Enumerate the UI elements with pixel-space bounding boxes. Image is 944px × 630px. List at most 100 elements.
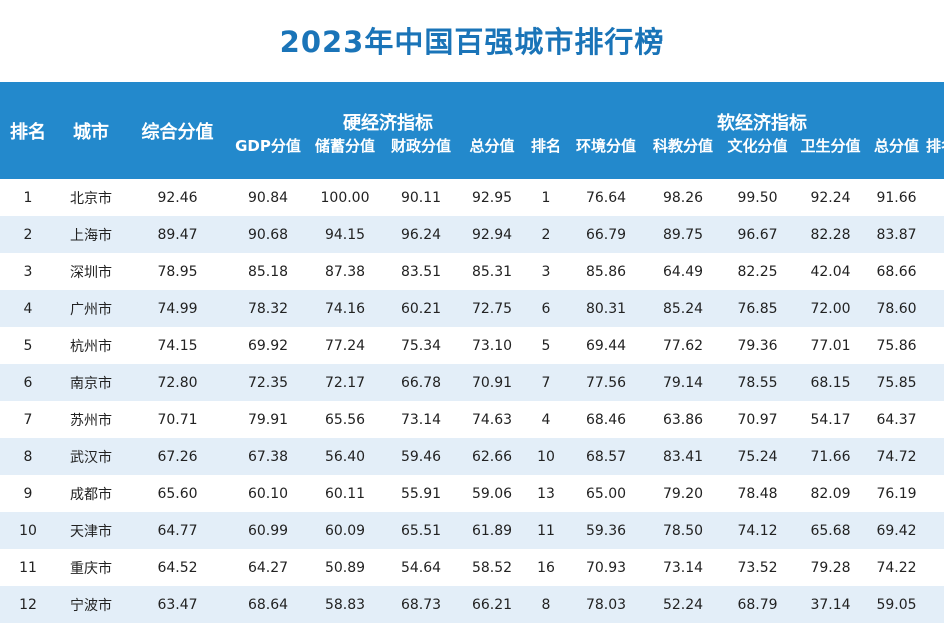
cell-savings: 74.16	[307, 290, 383, 327]
cell-fiscal: 68.73	[383, 586, 459, 623]
cell-rank: 12	[0, 586, 56, 623]
cell-soft-total: 68.66	[867, 253, 926, 290]
cell-education: 78.50	[645, 512, 721, 549]
header-culture-score[interactable]: 文化分值	[721, 135, 794, 179]
cell-hard-total: 59.06	[459, 475, 525, 512]
cell-gdp: 90.84	[229, 179, 307, 216]
table-row[interactable]: 8 武汉市 67.26 67.38 56.40 59.46 62.66 10 6…	[0, 438, 944, 475]
table-row[interactable]: 9 成都市 65.60 60.10 60.11 55.91 59.06 13 6…	[0, 475, 944, 512]
cell-environment: 70.93	[567, 549, 645, 586]
cell-rank: 10	[0, 512, 56, 549]
cell-environment: 77.56	[567, 364, 645, 401]
table-row[interactable]: 1 北京市 92.46 90.84 100.00 90.11 92.95 1 7…	[0, 179, 944, 216]
cell-rank: 6	[0, 364, 56, 401]
cell-overall: 78.95	[126, 253, 229, 290]
table-row[interactable]: 11 重庆市 64.52 64.27 50.89 54.64 58.52 16 …	[0, 549, 944, 586]
cell-city: 北京市	[56, 179, 126, 216]
cell-culture: 78.55	[721, 364, 794, 401]
header-soft-total[interactable]: 总分值	[867, 135, 926, 179]
cell-fiscal: 60.21	[383, 290, 459, 327]
cell-environment: 80.31	[567, 290, 645, 327]
cell-rank: 5	[0, 327, 56, 364]
cell-fiscal: 96.24	[383, 216, 459, 253]
page-title: 2023年中国百强城市排行榜	[279, 25, 665, 59]
cell-overall: 64.77	[126, 512, 229, 549]
cell-city: 南京市	[56, 364, 126, 401]
cell-savings: 58.83	[307, 586, 383, 623]
cell-savings: 72.17	[307, 364, 383, 401]
table-row[interactable]: 10 天津市 64.77 60.99 60.09 65.51 61.89 11 …	[0, 512, 944, 549]
cell-city: 重庆市	[56, 549, 126, 586]
cell-overall: 67.26	[126, 438, 229, 475]
cell-soft-rank	[926, 327, 944, 364]
cell-rank: 3	[0, 253, 56, 290]
cell-gdp: 60.10	[229, 475, 307, 512]
cell-culture: 74.12	[721, 512, 794, 549]
cell-culture: 75.24	[721, 438, 794, 475]
cell-rank: 8	[0, 438, 56, 475]
header-education-score[interactable]: 科教分值	[645, 135, 721, 179]
cell-education: 85.24	[645, 290, 721, 327]
cell-soft-total: 64.37	[867, 401, 926, 438]
cell-soft-rank	[926, 179, 944, 216]
cell-fiscal: 90.11	[383, 179, 459, 216]
cell-culture: 70.97	[721, 401, 794, 438]
cell-education: 83.41	[645, 438, 721, 475]
header-health-score[interactable]: 卫生分值	[794, 135, 867, 179]
header-savings-score[interactable]: 储蓄分值	[307, 135, 383, 179]
table-row[interactable]: 4 广州市 74.99 78.32 74.16 60.21 72.75 6 80…	[0, 290, 944, 327]
cell-soft-rank	[926, 290, 944, 327]
cell-hard-total: 62.66	[459, 438, 525, 475]
cell-hard-total: 58.52	[459, 549, 525, 586]
cell-soft-rank	[926, 438, 944, 475]
cell-gdp: 68.64	[229, 586, 307, 623]
cell-culture: 79.36	[721, 327, 794, 364]
cell-rank: 1	[0, 179, 56, 216]
cell-city: 杭州市	[56, 327, 126, 364]
cell-gdp: 64.27	[229, 549, 307, 586]
cell-soft-rank	[926, 475, 944, 512]
cell-education: 73.14	[645, 549, 721, 586]
cell-health: 65.68	[794, 512, 867, 549]
header-soft-rank[interactable]: 排名	[926, 135, 944, 179]
header-fiscal-score[interactable]: 财政分值	[383, 135, 459, 179]
header-rank[interactable]: 排名	[0, 82, 56, 179]
table-row[interactable]: 12 宁波市 63.47 68.64 58.83 68.73 66.21 8 7…	[0, 586, 944, 623]
cell-soft-rank	[926, 364, 944, 401]
cell-hard-total: 61.89	[459, 512, 525, 549]
header-city[interactable]: 城市	[56, 82, 126, 179]
cell-hard-rank: 11	[525, 512, 567, 549]
table-row[interactable]: 2 上海市 89.47 90.68 94.15 96.24 92.94 2 66…	[0, 216, 944, 253]
table-row[interactable]: 6 南京市 72.80 72.35 72.17 66.78 70.91 7 77…	[0, 364, 944, 401]
cell-city: 广州市	[56, 290, 126, 327]
cell-city: 上海市	[56, 216, 126, 253]
header-hard-total[interactable]: 总分值	[459, 135, 525, 179]
cell-health: 54.17	[794, 401, 867, 438]
cell-savings: 94.15	[307, 216, 383, 253]
header-gdp-score[interactable]: GDP分值	[229, 135, 307, 179]
cell-fiscal: 59.46	[383, 438, 459, 475]
cell-city: 苏州市	[56, 401, 126, 438]
table-row[interactable]: 5 杭州市 74.15 69.92 77.24 75.34 73.10 5 69…	[0, 327, 944, 364]
cell-health: 68.15	[794, 364, 867, 401]
cell-hard-total: 66.21	[459, 586, 525, 623]
ranking-table-body: 1 北京市 92.46 90.84 100.00 90.11 92.95 1 7…	[0, 179, 944, 623]
cell-health: 82.09	[794, 475, 867, 512]
cell-fiscal: 75.34	[383, 327, 459, 364]
header-hard-rank[interactable]: 排名	[525, 135, 567, 179]
cell-savings: 77.24	[307, 327, 383, 364]
table-row[interactable]: 7 苏州市 70.71 79.91 65.56 73.14 74.63 4 68…	[0, 401, 944, 438]
cell-fiscal: 55.91	[383, 475, 459, 512]
cell-soft-total: 75.85	[867, 364, 926, 401]
cell-hard-rank: 3	[525, 253, 567, 290]
header-overall-score[interactable]: 综合分值	[126, 82, 229, 179]
cell-gdp: 90.68	[229, 216, 307, 253]
cell-hard-total: 73.10	[459, 327, 525, 364]
cell-culture: 73.52	[721, 549, 794, 586]
header-environment-score[interactable]: 环境分值	[567, 135, 645, 179]
cell-hard-rank: 7	[525, 364, 567, 401]
cell-savings: 56.40	[307, 438, 383, 475]
table-row[interactable]: 3 深圳市 78.95 85.18 87.38 83.51 85.31 3 85…	[0, 253, 944, 290]
cell-culture: 76.85	[721, 290, 794, 327]
cell-fiscal: 83.51	[383, 253, 459, 290]
